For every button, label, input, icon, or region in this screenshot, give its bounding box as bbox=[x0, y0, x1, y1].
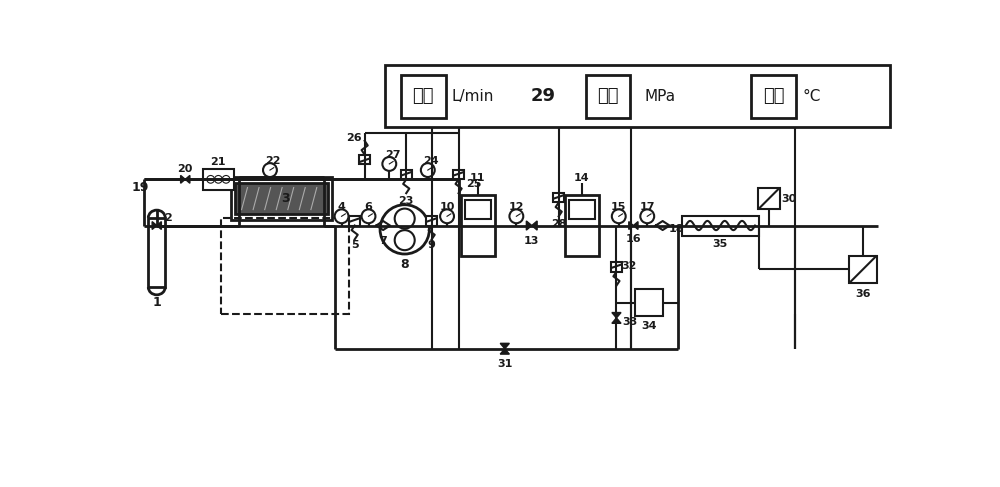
Bar bbox=[635, 289, 663, 317]
Polygon shape bbox=[612, 318, 621, 323]
Text: 25: 25 bbox=[466, 179, 482, 189]
Bar bbox=[426, 216, 437, 225]
Bar bbox=[586, 75, 630, 118]
Text: 35: 35 bbox=[713, 239, 728, 249]
Polygon shape bbox=[629, 222, 633, 229]
Circle shape bbox=[222, 175, 230, 183]
Circle shape bbox=[612, 209, 626, 223]
Circle shape bbox=[380, 205, 429, 254]
Text: 温度: 温度 bbox=[763, 87, 784, 105]
Text: 34: 34 bbox=[641, 320, 657, 331]
Text: 18: 18 bbox=[669, 225, 684, 234]
Circle shape bbox=[509, 209, 523, 223]
Text: 10: 10 bbox=[439, 202, 455, 212]
Text: 29: 29 bbox=[531, 87, 556, 105]
Bar bbox=[751, 75, 796, 118]
Circle shape bbox=[395, 230, 415, 250]
Bar bbox=[148, 218, 165, 287]
Circle shape bbox=[215, 175, 222, 183]
Text: 32: 32 bbox=[621, 261, 636, 271]
Circle shape bbox=[382, 157, 396, 171]
Text: 11: 11 bbox=[470, 173, 486, 183]
Circle shape bbox=[421, 163, 435, 177]
Text: 7: 7 bbox=[379, 236, 387, 246]
Text: 4: 4 bbox=[338, 202, 345, 212]
Text: 22: 22 bbox=[265, 156, 281, 166]
Bar bbox=[235, 183, 328, 214]
Text: 15: 15 bbox=[611, 202, 626, 212]
Bar bbox=[758, 188, 780, 209]
Bar bbox=[401, 170, 412, 179]
Circle shape bbox=[440, 209, 454, 223]
Bar bbox=[203, 169, 234, 190]
Text: 23: 23 bbox=[399, 196, 414, 206]
Text: 6: 6 bbox=[365, 202, 372, 212]
Bar bbox=[359, 155, 370, 164]
Bar bbox=[231, 177, 332, 220]
Circle shape bbox=[335, 209, 348, 223]
Text: 36: 36 bbox=[855, 289, 871, 299]
Text: 33: 33 bbox=[623, 317, 638, 327]
Text: 16: 16 bbox=[626, 234, 641, 244]
Text: °C: °C bbox=[802, 89, 820, 104]
Bar bbox=[221, 218, 349, 314]
Text: 8: 8 bbox=[400, 258, 409, 271]
Bar bbox=[401, 75, 446, 118]
Circle shape bbox=[640, 209, 654, 223]
Polygon shape bbox=[185, 175, 190, 183]
Text: L/min: L/min bbox=[451, 89, 494, 104]
Text: 19: 19 bbox=[131, 181, 149, 193]
Polygon shape bbox=[633, 222, 638, 229]
Polygon shape bbox=[500, 343, 509, 349]
Text: 30: 30 bbox=[781, 193, 797, 204]
Polygon shape bbox=[526, 221, 532, 230]
Text: 31: 31 bbox=[497, 359, 512, 369]
Text: 17: 17 bbox=[640, 202, 655, 212]
Polygon shape bbox=[181, 175, 185, 183]
Text: 1: 1 bbox=[152, 296, 161, 309]
Polygon shape bbox=[152, 222, 157, 229]
Bar bbox=[565, 195, 599, 256]
Bar bbox=[465, 200, 491, 219]
Text: 5: 5 bbox=[351, 240, 358, 250]
Bar bbox=[385, 65, 890, 127]
Bar bbox=[611, 262, 622, 272]
Text: 压力: 压力 bbox=[597, 87, 619, 105]
Text: 13: 13 bbox=[524, 236, 539, 246]
Bar bbox=[453, 170, 464, 179]
Circle shape bbox=[395, 208, 415, 228]
Text: 21: 21 bbox=[211, 157, 226, 168]
Text: 14: 14 bbox=[574, 173, 590, 183]
Text: 3: 3 bbox=[281, 192, 290, 205]
Text: 28: 28 bbox=[551, 219, 566, 229]
Circle shape bbox=[263, 163, 277, 177]
Bar bbox=[682, 216, 759, 236]
Bar bbox=[349, 216, 360, 225]
Text: 24: 24 bbox=[423, 156, 439, 166]
Polygon shape bbox=[500, 349, 509, 354]
Polygon shape bbox=[612, 313, 621, 318]
Circle shape bbox=[362, 209, 375, 223]
Bar bbox=[553, 193, 564, 203]
Text: 9: 9 bbox=[428, 240, 436, 250]
Bar bbox=[569, 200, 595, 219]
Circle shape bbox=[207, 175, 215, 183]
Polygon shape bbox=[532, 221, 537, 230]
Text: 2: 2 bbox=[164, 213, 171, 223]
Bar bbox=[849, 256, 877, 283]
Text: 流量: 流量 bbox=[412, 87, 434, 105]
Polygon shape bbox=[157, 222, 161, 229]
Bar bbox=[461, 195, 495, 256]
Text: 26: 26 bbox=[346, 133, 362, 143]
Text: 27: 27 bbox=[385, 150, 400, 160]
Text: 20: 20 bbox=[178, 164, 193, 173]
Text: MPa: MPa bbox=[644, 89, 675, 104]
Text: 12: 12 bbox=[509, 202, 524, 212]
